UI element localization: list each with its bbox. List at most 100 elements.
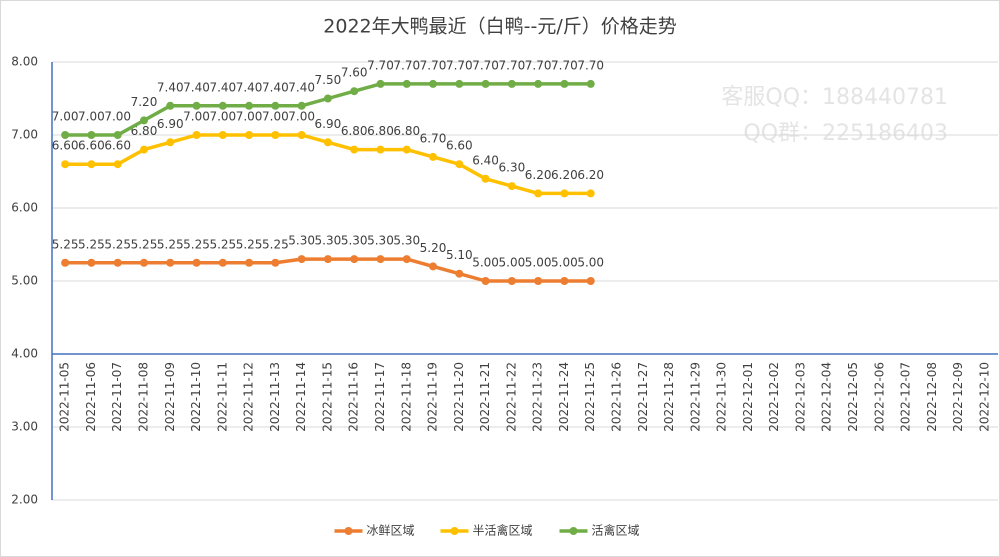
data-point <box>61 131 70 139</box>
legend-label: 活禽区域 <box>592 523 640 538</box>
x-tick-label: 2022-11-17 <box>373 362 387 432</box>
x-tick-label: 2022-11-27 <box>636 362 650 432</box>
data-label: 5.00 <box>577 256 604 270</box>
data-label: 5.25 <box>78 237 105 251</box>
data-point <box>218 258 227 267</box>
data-label: 7.70 <box>499 58 526 72</box>
data-label: 7.00 <box>262 110 289 124</box>
data-point <box>245 131 254 139</box>
x-tick-label: 2022-11-28 <box>662 362 676 432</box>
data-point <box>139 258 148 267</box>
x-tick-label: 2022-11-24 <box>557 362 571 432</box>
data-point <box>218 101 227 110</box>
data-point <box>350 87 359 96</box>
data-label: 6.20 <box>525 168 552 182</box>
data-point <box>271 101 280 110</box>
data-point <box>429 262 438 271</box>
legend-marker <box>450 527 459 535</box>
data-label: 7.50 <box>315 73 342 87</box>
data-label: 7.40 <box>262 80 289 94</box>
data-point <box>297 131 306 139</box>
data-label: 7.40 <box>183 80 210 94</box>
x-tick-label: 2022-12-02 <box>767 362 781 432</box>
data-point <box>139 145 148 154</box>
x-tick-label: 2022-11-25 <box>583 362 597 432</box>
data-label: 5.00 <box>525 256 552 270</box>
y-tick-label: 2.00 <box>11 493 38 507</box>
y-tick-label: 8.00 <box>11 55 38 69</box>
data-label: 5.25 <box>104 237 131 251</box>
data-label: 6.80 <box>367 124 394 138</box>
data-point <box>376 255 385 264</box>
data-label: 6.90 <box>157 117 184 131</box>
data-label: 7.70 <box>446 58 473 72</box>
x-tick-label: 2022-11-06 <box>84 362 98 432</box>
data-point <box>586 189 595 198</box>
data-label: 7.40 <box>236 80 263 94</box>
data-point <box>245 101 254 110</box>
data-label: 7.00 <box>288 110 315 124</box>
x-tick-label: 2022-11-13 <box>268 362 282 432</box>
data-label: 6.40 <box>472 153 499 167</box>
data-point <box>350 145 359 154</box>
y-tick-label: 7.00 <box>11 128 38 142</box>
x-tick-label: 2022-11-08 <box>136 362 150 432</box>
x-tick-label: 2022-11-23 <box>531 362 545 432</box>
x-tick-label: 2022-11-07 <box>110 362 124 432</box>
data-point <box>586 79 595 88</box>
data-label: 5.30 <box>288 234 315 248</box>
legend-marker <box>569 527 578 535</box>
data-point <box>507 79 516 88</box>
data-label: 7.70 <box>551 58 578 72</box>
data-label: 5.00 <box>551 256 578 270</box>
data-point <box>402 145 411 154</box>
data-label: 5.30 <box>341 234 368 248</box>
data-point <box>455 269 464 278</box>
x-tick-label: 2022-12-04 <box>820 362 834 432</box>
data-label: 7.60 <box>341 66 368 80</box>
data-label: 6.80 <box>341 124 368 138</box>
data-point <box>560 189 569 198</box>
x-tick-label: 2022-11-09 <box>163 362 177 432</box>
data-point <box>560 79 569 88</box>
data-point <box>376 79 385 88</box>
x-tick-label: 2022-12-09 <box>951 362 965 432</box>
y-tick-label: 5.00 <box>11 274 38 288</box>
data-point <box>192 258 201 267</box>
data-point <box>87 160 96 169</box>
data-point <box>507 182 516 191</box>
legend-marker <box>344 527 353 535</box>
data-label: 6.80 <box>131 124 158 138</box>
data-label: 5.00 <box>472 256 499 270</box>
data-point <box>481 277 490 285</box>
x-tick-label: 2022-11-30 <box>715 362 729 432</box>
data-point <box>560 277 569 285</box>
data-point <box>271 131 280 139</box>
data-point <box>586 277 595 285</box>
legend-label: 半活禽区域 <box>473 523 533 538</box>
data-point <box>297 255 306 264</box>
watermark: QQ群：225186403 <box>743 121 948 146</box>
watermark: 客服QQ：188440781 <box>721 85 948 110</box>
y-tick-label: 3.00 <box>11 420 38 434</box>
data-label: 7.70 <box>393 58 420 72</box>
data-label: 5.25 <box>236 237 263 251</box>
data-label: 7.40 <box>209 80 236 94</box>
data-point <box>87 258 96 267</box>
data-point <box>481 79 490 88</box>
data-label: 5.25 <box>262 237 289 251</box>
x-tick-label: 2022-12-10 <box>977 362 991 432</box>
data-point <box>297 101 306 110</box>
data-point <box>113 160 122 169</box>
data-point <box>192 131 201 139</box>
data-point <box>402 79 411 88</box>
chart-title: 2022年大鸭最近（白鸭--元/斤）价格走势 <box>323 16 676 38</box>
data-label: 7.00 <box>104 110 131 124</box>
data-label: 7.70 <box>525 58 552 72</box>
x-tick-label: 2022-11-21 <box>478 362 492 432</box>
x-tick-label: 2022-11-22 <box>504 362 518 432</box>
x-tick-label: 2022-11-26 <box>609 362 623 432</box>
data-point <box>455 160 464 169</box>
x-tick-label: 2022-12-06 <box>872 362 886 432</box>
